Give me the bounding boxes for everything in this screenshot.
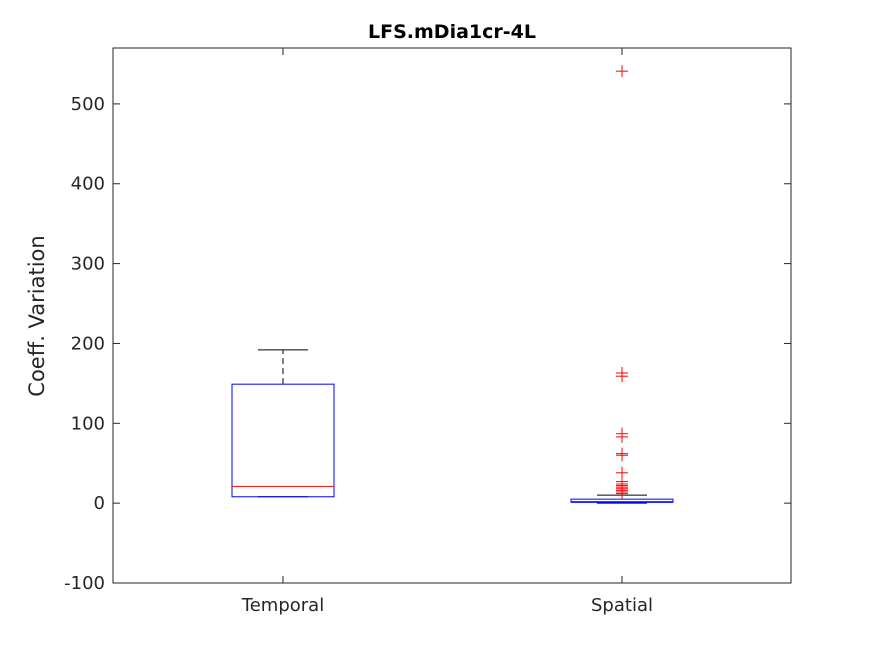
chart-title: LFS.mDia1cr-4L	[368, 21, 536, 43]
y-tick-label: -100	[64, 573, 105, 594]
outlier-marker	[616, 466, 628, 479]
outlier-marker	[616, 447, 628, 460]
y-tick-label: 500	[71, 94, 105, 115]
y-tick-label: 300	[71, 254, 105, 275]
y-tick-label: 200	[71, 333, 105, 354]
axes-frame	[112, 47, 792, 584]
y-axis-label: Coeff. Variation	[25, 235, 49, 396]
outlier-marker	[616, 427, 628, 440]
y-tick-label: 400	[71, 174, 105, 195]
x-tick-label: Temporal	[241, 595, 324, 616]
outlier-marker	[616, 65, 628, 78]
iqr-box	[231, 383, 335, 498]
y-tick-label: 0	[94, 493, 105, 514]
x-tick-label: Spatial	[591, 595, 653, 616]
y-tick-label: 100	[71, 413, 105, 434]
outlier-marker	[616, 366, 628, 379]
plot-area: -100 0 100 200 300 400 500 Temporal Spatial	[64, 47, 792, 616]
